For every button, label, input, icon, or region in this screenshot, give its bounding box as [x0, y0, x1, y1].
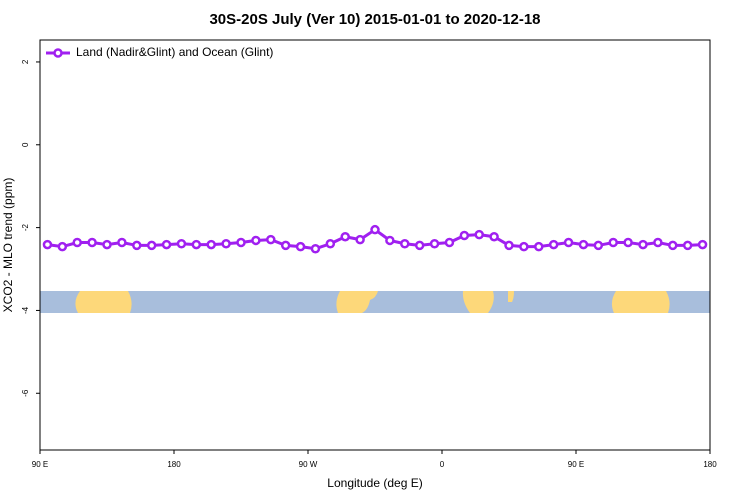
- data-point: [608, 237, 618, 248]
- y-tick-label: -2: [21, 224, 30, 232]
- y-axis-label: XCO2 - MLO trend (ppm): [1, 178, 15, 313]
- x-tick-label: 90 E: [568, 460, 584, 469]
- legend-label: Land (Nadir&Glint) and Ocean (Glint): [76, 45, 273, 59]
- data-point: [504, 240, 514, 251]
- data-point: [578, 239, 589, 250]
- data-point: [251, 235, 261, 246]
- x-tick-label: 180: [167, 460, 181, 469]
- data-point: [653, 237, 663, 248]
- data-point: [355, 234, 365, 245]
- x-tick-label: 0: [440, 460, 445, 469]
- data-point: [682, 240, 693, 251]
- map-strip: [40, 291, 710, 313]
- data-point: [668, 240, 678, 251]
- data-point: [534, 241, 544, 252]
- data-point: [161, 239, 172, 250]
- data-point: [221, 239, 231, 249]
- data-point: [638, 239, 648, 250]
- data-point: [87, 237, 97, 248]
- data-point: [563, 237, 574, 248]
- y-tick-label: -4: [21, 306, 30, 314]
- plot-frame: [39, 39, 711, 451]
- x-tick-label: 180: [703, 460, 717, 469]
- y-tick-label: 0: [21, 142, 30, 147]
- x-tick-label: 90 W: [299, 460, 318, 469]
- data-point: [340, 231, 350, 242]
- legend-marker: [53, 48, 63, 58]
- data-point: [280, 240, 291, 251]
- data-point: [266, 234, 276, 245]
- data-point: [385, 235, 395, 246]
- data-point: [206, 239, 216, 250]
- data-point: [191, 239, 202, 250]
- data-point: [42, 239, 53, 250]
- data-point: [459, 230, 470, 241]
- data-point: [623, 237, 633, 248]
- data-point: [325, 239, 336, 249]
- chart-title: 30S-20S July (Ver 10) 2015-01-01 to 2020…: [209, 11, 540, 28]
- x-tick-label: 90 E: [32, 460, 48, 469]
- data-point: [102, 239, 112, 250]
- data-point: [697, 239, 708, 250]
- data-point: [370, 224, 380, 235]
- data-point: [474, 229, 484, 240]
- data-point: [72, 237, 82, 248]
- data-point: [176, 239, 187, 249]
- data-point: [400, 239, 410, 249]
- data-point: [310, 243, 321, 254]
- data-point: [146, 240, 157, 251]
- data-point: [236, 237, 246, 248]
- data-point: [548, 239, 559, 250]
- data-point: [444, 237, 455, 248]
- data-point: [57, 241, 68, 252]
- data-point: [593, 240, 604, 251]
- data-point: [489, 231, 499, 242]
- data-point: [132, 240, 142, 251]
- y-tick-label: -6: [21, 389, 30, 397]
- data-point: [519, 241, 529, 252]
- data-point: [414, 240, 425, 251]
- y-tick-label: 2: [21, 59, 30, 64]
- data-point: [117, 237, 127, 248]
- data-point: [429, 239, 440, 249]
- data-point: [295, 241, 306, 252]
- x-axis-label: Longitude (deg E): [327, 476, 422, 490]
